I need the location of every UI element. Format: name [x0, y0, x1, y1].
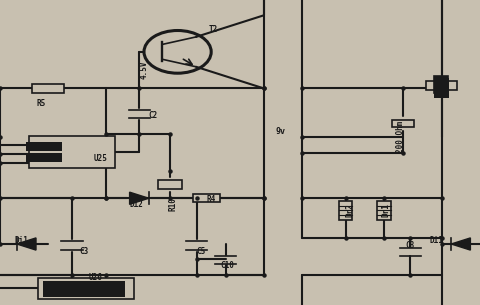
Text: Di1: Di1 — [14, 236, 28, 246]
Bar — [193, 194, 219, 202]
Text: C8: C8 — [406, 241, 415, 250]
Bar — [26, 142, 62, 151]
Text: R4: R4 — [206, 195, 216, 204]
Bar — [339, 201, 352, 220]
Bar — [392, 120, 414, 127]
Text: U25: U25 — [94, 154, 108, 163]
Bar — [434, 76, 448, 93]
Text: C2: C2 — [149, 111, 158, 120]
Bar — [33, 84, 63, 93]
Bar — [38, 278, 134, 299]
Polygon shape — [130, 192, 149, 204]
Polygon shape — [17, 238, 36, 250]
Text: R5: R5 — [434, 84, 444, 93]
Bar — [29, 136, 115, 168]
Text: Di2: Di2 — [130, 200, 144, 209]
Text: C10: C10 — [221, 261, 235, 270]
Bar — [426, 81, 457, 90]
Polygon shape — [451, 238, 470, 250]
Text: Dr1: Dr1 — [382, 203, 391, 217]
Text: R5: R5 — [36, 99, 45, 108]
Bar — [43, 281, 125, 297]
Bar — [158, 180, 182, 189]
Text: 9v: 9v — [276, 127, 286, 136]
Text: C5: C5 — [197, 247, 206, 256]
Text: U26: U26 — [89, 273, 103, 282]
Text: 4.5V: 4.5V — [139, 61, 148, 79]
Bar — [377, 201, 391, 220]
Bar — [26, 153, 62, 162]
Text: Dr2: Dr2 — [346, 203, 355, 217]
Text: 200 Ohm: 200 Ohm — [396, 121, 405, 153]
Text: C3: C3 — [79, 247, 88, 256]
Text: R10: R10 — [168, 197, 177, 211]
Text: Di1: Di1 — [430, 236, 444, 246]
Bar — [434, 78, 449, 98]
Text: T2: T2 — [209, 25, 218, 34]
